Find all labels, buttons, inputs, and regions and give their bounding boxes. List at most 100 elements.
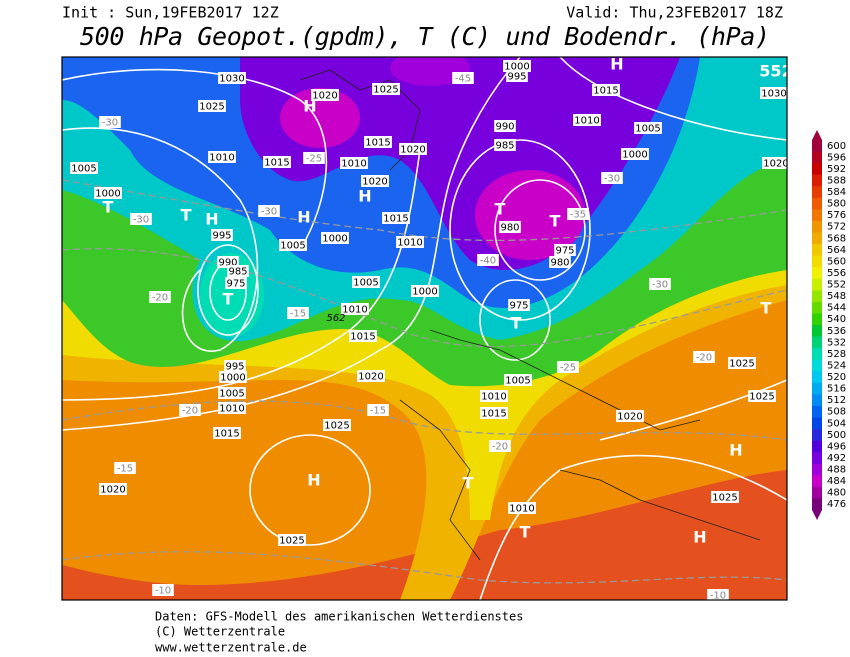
- legend-swatch: [812, 244, 822, 256]
- map: 1030102510201015101010051000995990985975…: [62, 57, 787, 602]
- isobar-label-box: [94, 187, 122, 199]
- isobar-label: 1025: [729, 359, 754, 370]
- legend-swatch: [812, 394, 822, 407]
- legend-label: 476: [827, 499, 846, 510]
- isobar-label-box: [208, 151, 236, 163]
- legend-label: 536: [827, 326, 846, 337]
- isobar-label-box: [760, 87, 787, 99]
- isobar-label: 1000: [412, 287, 437, 298]
- isobar-label: 1000: [622, 150, 647, 161]
- legend-label: 576: [827, 210, 846, 221]
- legend-label: 504: [827, 418, 846, 429]
- legend-label: 528: [827, 349, 846, 360]
- isobar-label: 1020: [617, 412, 642, 423]
- isobar-label-box: [321, 232, 349, 244]
- isobar-label: 1030: [761, 89, 786, 100]
- pressure-center: T: [550, 212, 561, 231]
- isobar-label-box: [554, 244, 576, 256]
- temp-label-box: [152, 584, 174, 596]
- title: 500 hPa Geopot.(gpdm), T (C) und Bodendr…: [80, 22, 770, 51]
- isobar-label-box: [340, 157, 368, 169]
- isobar-label-box: [352, 276, 380, 288]
- temp-label-box: [693, 351, 715, 363]
- pressure-center: T: [103, 198, 114, 217]
- isobar-label: 1015: [383, 214, 408, 225]
- isobar-label: 1015: [481, 409, 506, 420]
- isobar-label: 1025: [712, 493, 737, 504]
- legend-label: 552: [827, 280, 846, 291]
- isobar-label: 1015: [214, 429, 239, 440]
- temp-label-box: [452, 72, 474, 84]
- isobar-label-box: [279, 239, 307, 251]
- temp-label: -30: [604, 174, 620, 185]
- legend-label: 492: [827, 453, 846, 464]
- isobar-label-box: [218, 387, 246, 399]
- isobar-label: 975: [509, 301, 528, 312]
- footer-line: www.wetterzentrale.de: [155, 641, 307, 655]
- legend-swatch: [812, 336, 822, 349]
- legend-swatch: [812, 186, 822, 199]
- isobar-label: 1005: [635, 124, 660, 135]
- temp-label-box: [258, 205, 280, 217]
- isobar-label-box: [396, 236, 424, 248]
- isobar-label: 1010: [397, 238, 422, 249]
- isobar-label-box: [361, 175, 389, 187]
- temp-label-box: [707, 589, 729, 600]
- legend-swatch: [812, 163, 822, 175]
- temp-label: -30: [133, 215, 149, 226]
- map-frame: [61, 56, 788, 601]
- isobar-label: 1010: [341, 159, 366, 170]
- legend-label: 580: [827, 199, 846, 210]
- temp-label: -30: [652, 280, 668, 291]
- legend-swatch: [812, 417, 822, 430]
- legend-label: 600: [827, 141, 846, 152]
- temp-label-box: [287, 307, 309, 319]
- isobar-label: 1020: [312, 91, 337, 102]
- isobar-label-box: [323, 419, 351, 431]
- legend-label: 488: [827, 465, 846, 476]
- isobar-label-box: [508, 299, 530, 311]
- temp-label: -15: [290, 309, 306, 320]
- legend-swatch: [812, 359, 822, 372]
- isobar-label-box: [711, 491, 739, 503]
- pressure-center: T: [761, 299, 772, 318]
- valid-time: Valid: Thu,23FEB2017 18Z: [566, 4, 783, 22]
- isobar-label-box: [508, 502, 536, 514]
- legend-label: 560: [827, 256, 846, 267]
- isobar-label-box: [411, 285, 439, 297]
- isobar-label-box: [227, 265, 249, 277]
- isobar-label: 1015: [264, 158, 289, 169]
- legend-swatch: [812, 371, 822, 384]
- footer-line: (C) Wetterzentrale: [155, 625, 285, 639]
- temp-label: -10: [155, 586, 171, 597]
- temp-label: -10: [710, 591, 726, 602]
- isobar-label: 980: [500, 223, 519, 234]
- temp-label-box: [179, 404, 201, 416]
- isobar-label: 1025: [749, 392, 774, 403]
- legend-label: 496: [827, 441, 846, 452]
- legend-label: 556: [827, 268, 846, 279]
- legend-label: 596: [827, 152, 846, 163]
- legend-swatch: [812, 151, 822, 164]
- isobar-label: 995: [225, 362, 244, 373]
- isobar-label: 1025: [279, 536, 304, 547]
- legend-arrow: [812, 130, 822, 140]
- legend-swatch: [812, 220, 822, 233]
- legend-label: 572: [827, 222, 846, 233]
- isobar-label: 995: [212, 231, 231, 242]
- isobar-label-box: [198, 100, 226, 112]
- temp-label-box: [130, 213, 152, 225]
- temp-label-box: [649, 278, 671, 290]
- isobar-label-box: [494, 139, 516, 151]
- legend-swatch: [812, 475, 822, 488]
- pressure-center: H: [693, 528, 706, 547]
- legend-swatch: [812, 290, 822, 303]
- legend-swatch: [812, 140, 822, 152]
- legend-swatch: [812, 440, 822, 453]
- temp-label-box: [149, 291, 171, 303]
- temp-label-box: [367, 404, 389, 416]
- isobar-label: 1000: [220, 373, 245, 384]
- isobar-label: 1025: [373, 85, 398, 96]
- init-time: Init : Sun,19FEB2017 12Z: [62, 4, 279, 22]
- temp-label: -20: [696, 353, 712, 364]
